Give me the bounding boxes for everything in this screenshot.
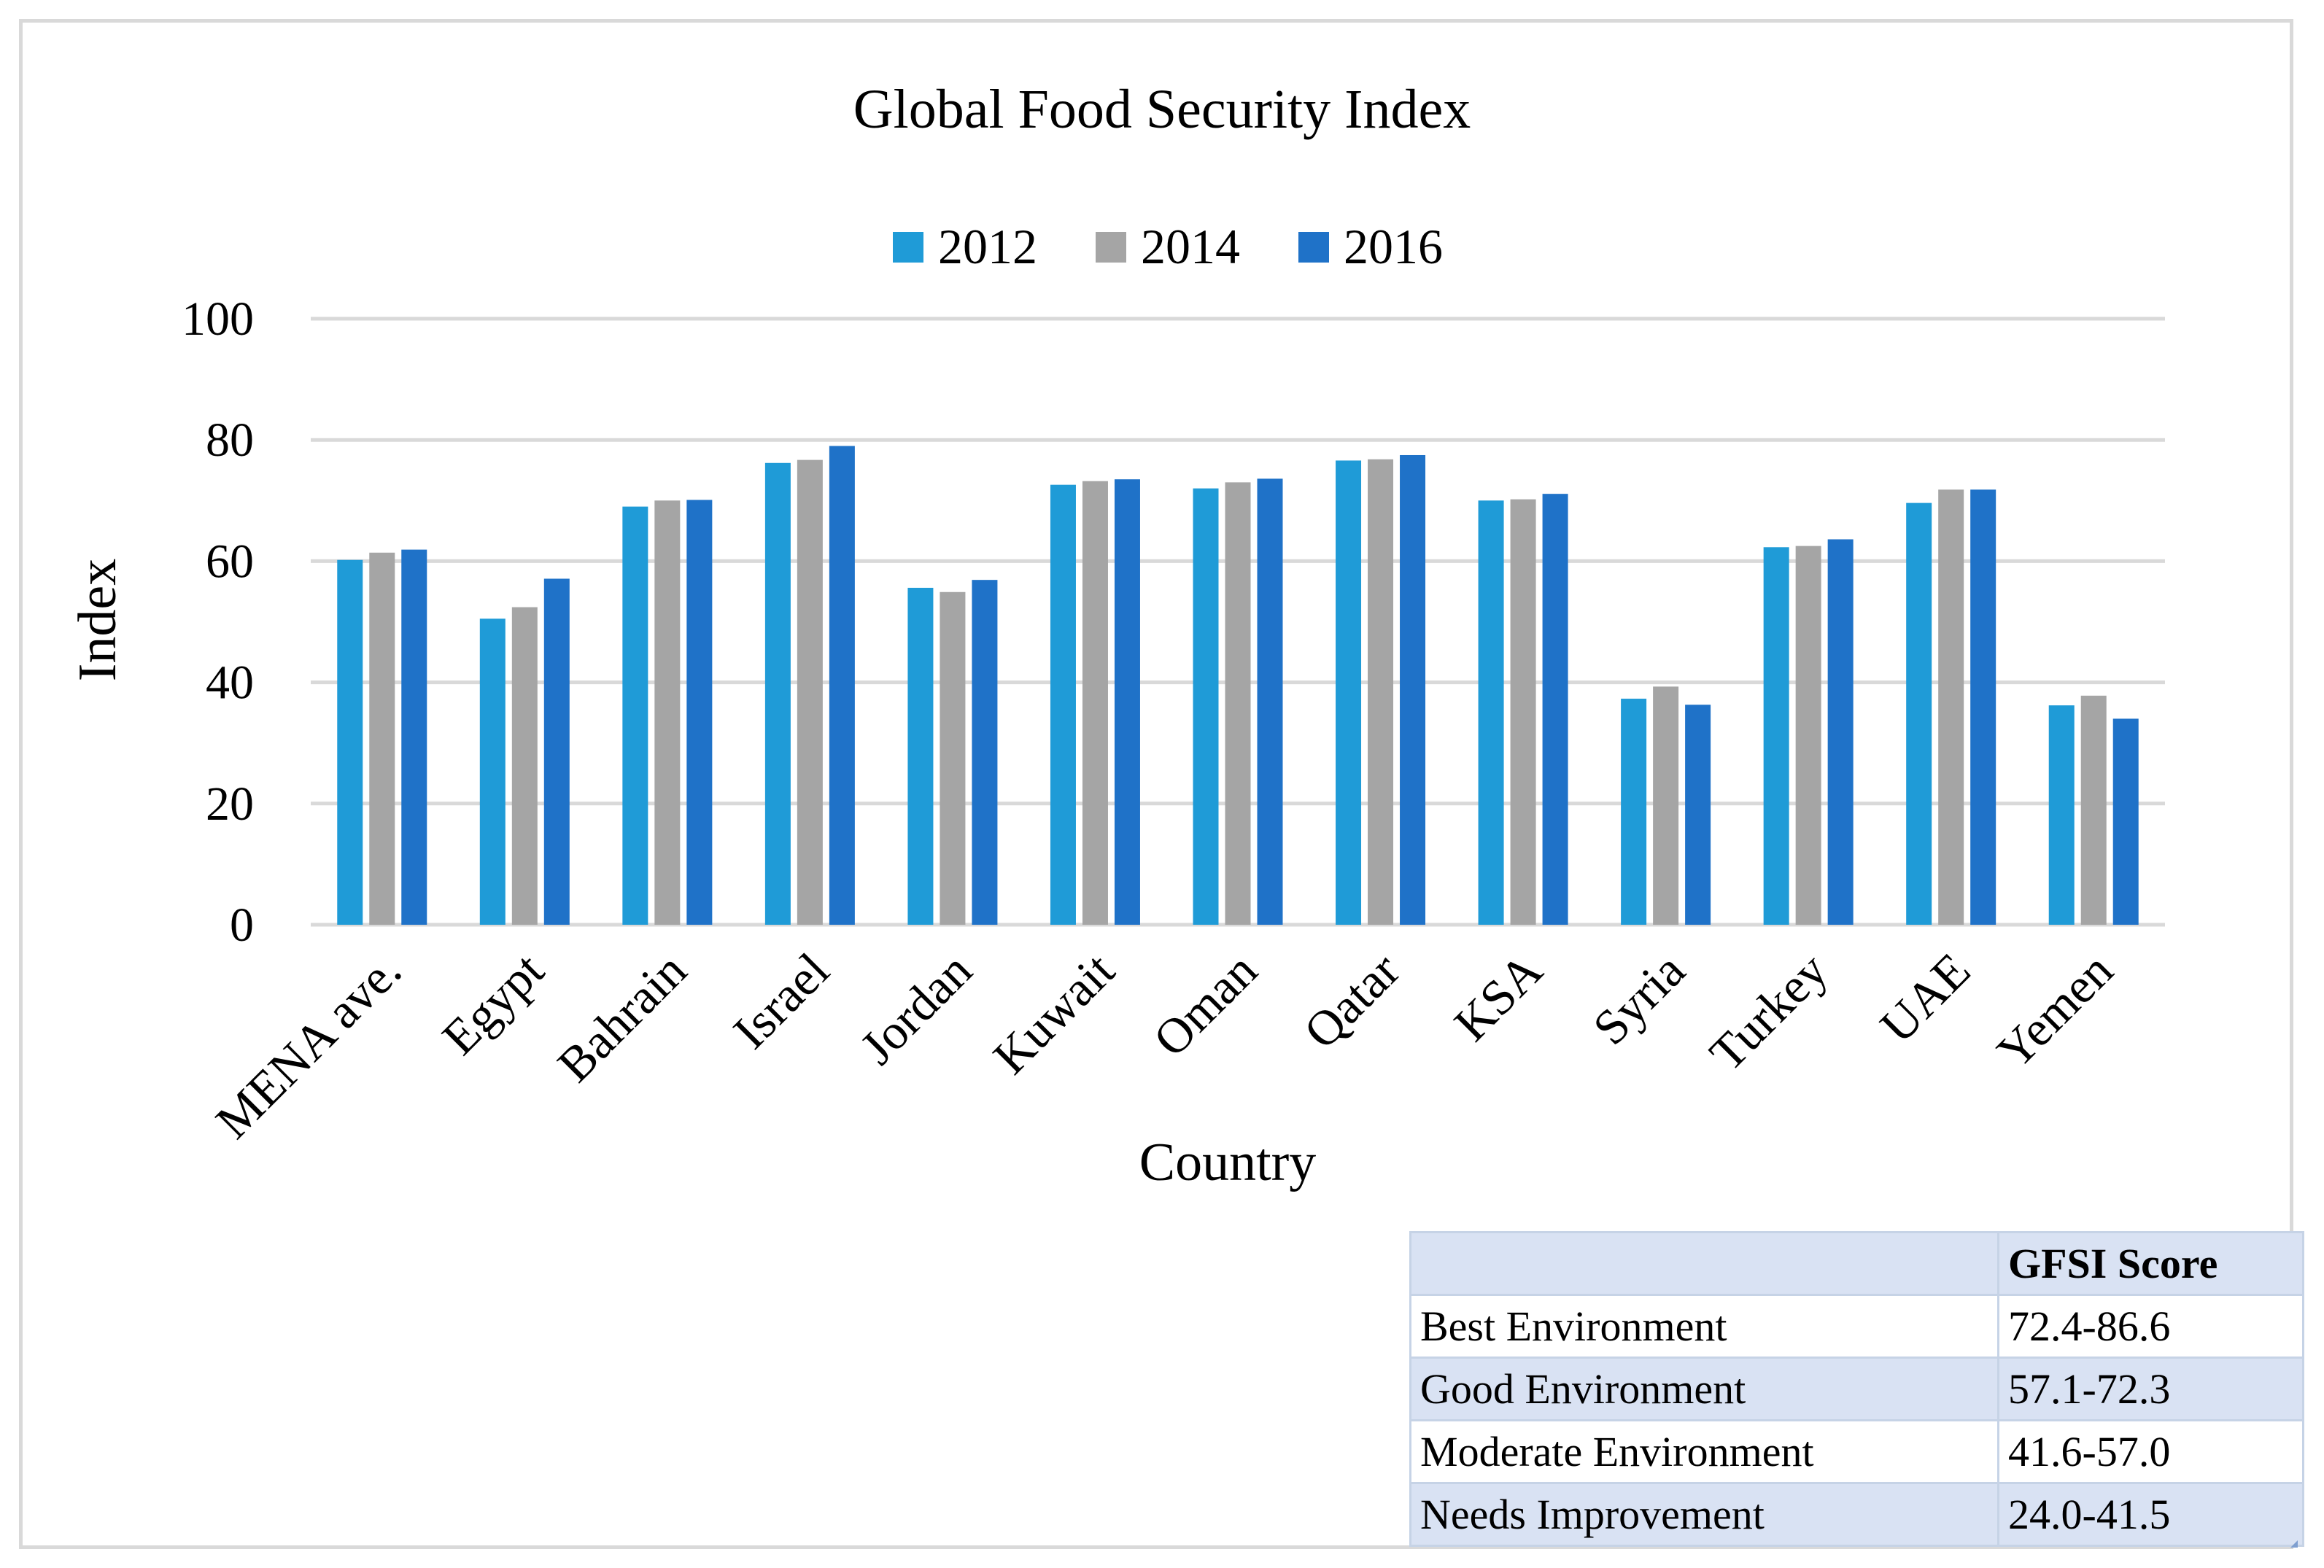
bar-2016-oman [1257, 478, 1283, 925]
table-row: Needs Improvement 24.0-41.5 [1409, 1482, 2304, 1547]
x-tick-label: MENA ave. [205, 942, 411, 1149]
bar-2012-jordan [907, 587, 934, 925]
bar-2012-qatar [1336, 460, 1362, 925]
x-tick-label: Bahrain [546, 942, 697, 1092]
y-axis-label: Index [68, 559, 128, 682]
bar-2012-yemen [2048, 705, 2075, 925]
table-row-label: Best Environment [1409, 1294, 1999, 1359]
bar-2012-kuwait [1050, 484, 1076, 925]
table-row-label: Needs Improvement [1409, 1482, 1999, 1547]
x-tick-label: KSA [1444, 942, 1553, 1052]
bar-2016-israel [829, 446, 855, 925]
bar-2012-uae [1906, 502, 1932, 925]
bar-2014-yemen [2080, 695, 2107, 925]
x-tick-label: Yemen [1986, 942, 2123, 1079]
x-tick-label: UAE [1870, 942, 1981, 1054]
x-tick-label: Jordan [850, 942, 983, 1075]
legend-swatch-2012 [893, 232, 923, 263]
bar-2016-mena-ave- [401, 549, 427, 925]
bar-2014-uae [1938, 489, 1964, 925]
bar-2012-oman [1193, 488, 1219, 925]
table-row: Moderate Environment 41.6-57.0 [1409, 1419, 2304, 1484]
bar-2016-ksa [1542, 494, 1568, 925]
y-tick-label: 100 [182, 292, 254, 346]
x-tick-label: Turkey [1699, 942, 1838, 1082]
bar-2014-turkey [1795, 546, 1821, 925]
bar-2012-turkey [1763, 547, 1789, 925]
table-row-range: 57.1-72.3 [1997, 1357, 2304, 1421]
bar-2014-israel [797, 459, 823, 925]
bar-2016-uae [1970, 489, 1996, 925]
table-row-label: Good Environment [1409, 1357, 1999, 1421]
legend-label-2014: 2014 [1141, 219, 1240, 274]
gfsi-score-table: GFSI Score Best Environment 72.4-86.6 Go… [1409, 1231, 2304, 1547]
y-axis-ticks: 0 20 40 60 80 100 [182, 292, 254, 952]
y-tick-label: 20 [206, 777, 254, 831]
chart-legend: 2012 2014 2016 [893, 219, 1443, 274]
bar-2014-egypt [511, 607, 538, 925]
y-tick-label: 60 [206, 535, 254, 588]
bar-2012-bahrain [622, 506, 648, 925]
legend-swatch-2014 [1096, 232, 1126, 263]
x-tick-label: Oman [1142, 942, 1267, 1067]
bar-2014-oman [1225, 482, 1251, 925]
bar-2016-turkey [1827, 539, 1854, 925]
x-tick-label: Israel [722, 942, 840, 1060]
bar-2016-qatar [1400, 454, 1426, 925]
bar-2014-ksa [1510, 499, 1536, 925]
bar-2014-mena-ave- [369, 552, 395, 925]
bar-2014-syria [1653, 686, 1679, 925]
table-header-row: GFSI Score [1409, 1231, 2304, 1296]
bar-2012-mena-ave- [337, 559, 363, 925]
chart-title: Global Food Security Index [853, 79, 1471, 140]
bar-2016-yemen [2112, 718, 2139, 925]
bar-2012-egypt [479, 618, 506, 925]
y-tick-label: 80 [206, 414, 254, 467]
bar-2016-egypt [543, 578, 570, 925]
table-row-range: 24.0-41.5 [1997, 1482, 2304, 1547]
bar-2014-kuwait [1082, 481, 1108, 925]
legend-label-2012: 2012 [938, 219, 1037, 274]
y-tick-label: 40 [206, 656, 254, 710]
bar-2016-bahrain [686, 500, 713, 925]
table-row-range: 72.4-86.6 [1997, 1294, 2304, 1359]
x-axis-label: Country [1139, 1133, 1317, 1192]
table-row-range: 41.6-57.0 [1997, 1419, 2304, 1484]
x-tick-label: Qatar [1293, 942, 1411, 1060]
chart-bars [337, 446, 2139, 925]
x-tick-label: Kuwait [983, 942, 1125, 1084]
bar-2016-kuwait [1114, 479, 1140, 925]
legend-swatch-2016 [1298, 232, 1329, 263]
bar-2014-bahrain [654, 500, 681, 925]
table-row: Good Environment 57.1-72.3 [1409, 1357, 2304, 1421]
table-header-score: GFSI Score [1997, 1231, 2304, 1296]
bar-2014-jordan [940, 591, 966, 925]
bar-2016-jordan [972, 580, 998, 925]
bar-2016-syria [1685, 705, 1711, 925]
x-tick-label: Egypt [431, 942, 554, 1066]
bar-2012-ksa [1478, 500, 1504, 925]
bar-2012-israel [764, 462, 791, 925]
x-tick-label: Syria [1582, 942, 1695, 1055]
legend-label-2016: 2016 [1344, 219, 1443, 274]
y-tick-label: 0 [230, 899, 254, 952]
table-resize-grip-icon[interactable] [2290, 1540, 2298, 1548]
table-header-blank [1409, 1231, 1999, 1296]
table-row-label: Moderate Environment [1409, 1419, 1999, 1484]
bar-2014-qatar [1368, 459, 1394, 925]
table-row: Best Environment 72.4-86.6 [1409, 1294, 2304, 1359]
bar-2012-syria [1621, 699, 1647, 925]
